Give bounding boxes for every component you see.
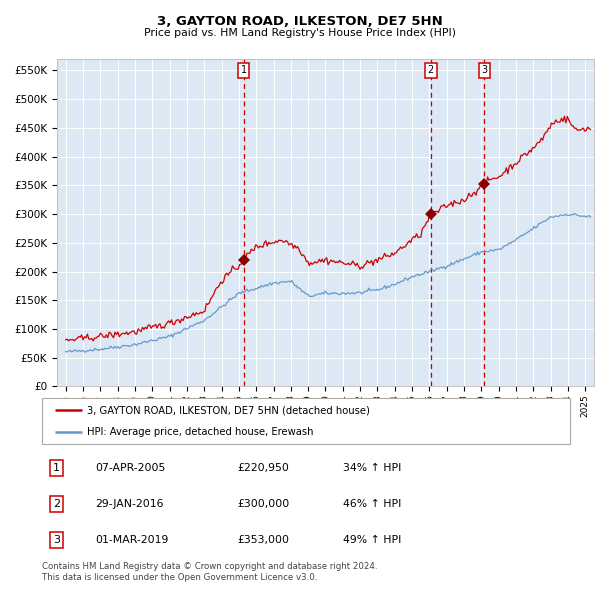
Text: Price paid vs. HM Land Registry's House Price Index (HPI): Price paid vs. HM Land Registry's House … [144,28,456,38]
Text: 3: 3 [481,65,487,76]
Text: 3, GAYTON ROAD, ILKESTON, DE7 5HN: 3, GAYTON ROAD, ILKESTON, DE7 5HN [157,15,443,28]
Text: 3, GAYTON ROAD, ILKESTON, DE7 5HN (detached house): 3, GAYTON ROAD, ILKESTON, DE7 5HN (detac… [87,405,370,415]
Text: 29-JAN-2016: 29-JAN-2016 [95,499,163,509]
Text: 2: 2 [53,499,61,509]
Text: 01-MAR-2019: 01-MAR-2019 [95,535,168,545]
Text: 34% ↑ HPI: 34% ↑ HPI [343,463,401,473]
Text: 1: 1 [53,463,60,473]
Text: 2: 2 [428,65,434,76]
Text: 49% ↑ HPI: 49% ↑ HPI [343,535,401,545]
Text: £353,000: £353,000 [238,535,289,545]
Text: 07-APR-2005: 07-APR-2005 [95,463,165,473]
Text: 1: 1 [241,65,247,76]
Text: 3: 3 [53,535,60,545]
Text: £220,950: £220,950 [238,463,289,473]
Text: Contains HM Land Registry data © Crown copyright and database right 2024.
This d: Contains HM Land Registry data © Crown c… [42,562,377,582]
Text: HPI: Average price, detached house, Erewash: HPI: Average price, detached house, Erew… [87,427,313,437]
Text: £300,000: £300,000 [238,499,290,509]
Text: 46% ↑ HPI: 46% ↑ HPI [343,499,401,509]
